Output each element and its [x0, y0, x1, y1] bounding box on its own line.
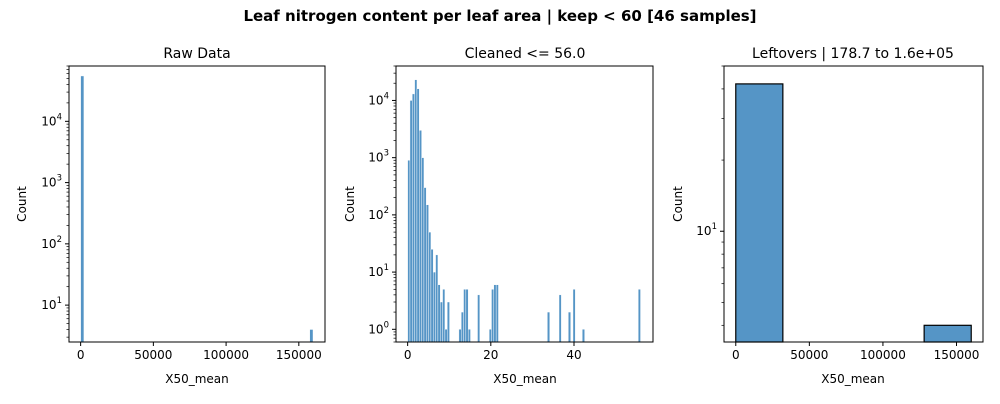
x-axis-label: X50_mean — [493, 372, 557, 386]
panel-title: Cleaned <= 56.0 — [465, 46, 586, 62]
histogram-bar — [437, 284, 441, 343]
histogram-bar — [923, 324, 972, 343]
histogram-bar — [442, 289, 446, 343]
y-axis-label: Count — [671, 186, 685, 222]
histogram-bar — [735, 83, 784, 343]
x-tick-label: 100000 — [860, 348, 906, 362]
histogram-bar — [638, 289, 641, 343]
x-axis-label: X50_mean — [165, 372, 229, 386]
panel-title: Raw Data — [163, 46, 230, 62]
histogram-bar — [419, 130, 422, 343]
y-tick-label: 104 — [41, 112, 62, 128]
y-tick-label: 104 — [368, 91, 389, 107]
histogram-bar — [568, 311, 571, 343]
histogram-bar — [547, 311, 550, 343]
y-tick-label: 101 — [696, 222, 717, 238]
panel-raw-data: Raw Data X50_mean Count 0 50000 100000 1500… — [15, 46, 326, 386]
x-tick-label: 50000 — [790, 348, 828, 362]
panel-cleaned: Cleaned <= 56.0 X50_mean Count 0 20 40 100 1… — [343, 46, 654, 386]
histogram-bar — [309, 329, 314, 343]
y-tick-label: 103 — [41, 174, 62, 190]
panel-leftovers: Leftovers | 178.7 to 1.6e+05 X50_mean Co… — [671, 46, 984, 386]
histogram-bar — [495, 284, 499, 343]
histogram-bar — [572, 289, 576, 343]
histogram-bar — [465, 289, 469, 343]
y-tick-label: 101 — [41, 296, 62, 312]
y-tick-label: 102 — [368, 206, 389, 222]
y-axis-label: Count — [15, 186, 29, 222]
histogram-bar — [412, 93, 415, 343]
x-tick-label: 40 — [566, 348, 581, 362]
histogram-bar — [467, 329, 471, 343]
histogram-bar — [430, 249, 434, 343]
x-tick-label: 0 — [732, 348, 740, 362]
histogram-bar — [440, 301, 443, 343]
histogram-bar — [435, 254, 439, 343]
panel-title: Leftovers | 178.7 to 1.6e+05 — [752, 46, 954, 62]
x-tick-label: 150000 — [934, 348, 980, 362]
x-tick-label: 50000 — [134, 348, 172, 362]
histogram-bar — [461, 311, 464, 343]
histogram-bar — [421, 157, 425, 343]
histogram-bar — [423, 187, 427, 343]
x-tick-label: 0 — [404, 348, 412, 362]
histogram-bar — [558, 294, 562, 343]
histogram-bar — [582, 329, 585, 343]
histogram-bar — [491, 289, 495, 343]
histogram-bar — [426, 204, 429, 343]
plot-frame — [68, 65, 326, 343]
histogram-bar — [433, 271, 436, 343]
x-tick-label: 0 — [77, 348, 85, 362]
histogram-bar — [488, 329, 492, 343]
x-axis-label: X50_mean — [821, 372, 885, 386]
histogram-bar — [444, 329, 448, 343]
histogram-bar — [409, 100, 413, 343]
histogram-bar — [416, 88, 420, 343]
histogram-bar — [428, 231, 432, 343]
y-tick-label: 101 — [368, 263, 389, 279]
y-tick-label: 102 — [41, 235, 62, 251]
histogram-bar — [414, 79, 418, 343]
x-tick-label: 20 — [483, 348, 498, 362]
histogram-bar — [80, 75, 85, 343]
histogram-bar — [407, 160, 411, 343]
x-tick-label: 150000 — [276, 348, 322, 362]
plot-frame — [395, 65, 654, 343]
plot-frame — [723, 65, 984, 343]
y-axis-label: Count — [343, 186, 357, 222]
histogram-bar — [458, 329, 462, 343]
figure-suptitle: Leaf nitrogen content per leaf area | ke… — [243, 7, 756, 26]
histogram-bar — [477, 294, 481, 343]
x-tick-label: 100000 — [203, 348, 249, 362]
y-tick-label: 103 — [368, 149, 389, 165]
y-tick-label: 100 — [368, 320, 389, 336]
histogram-bar — [447, 301, 450, 343]
histogram-bar — [463, 289, 467, 343]
histogram-bar — [493, 284, 497, 343]
